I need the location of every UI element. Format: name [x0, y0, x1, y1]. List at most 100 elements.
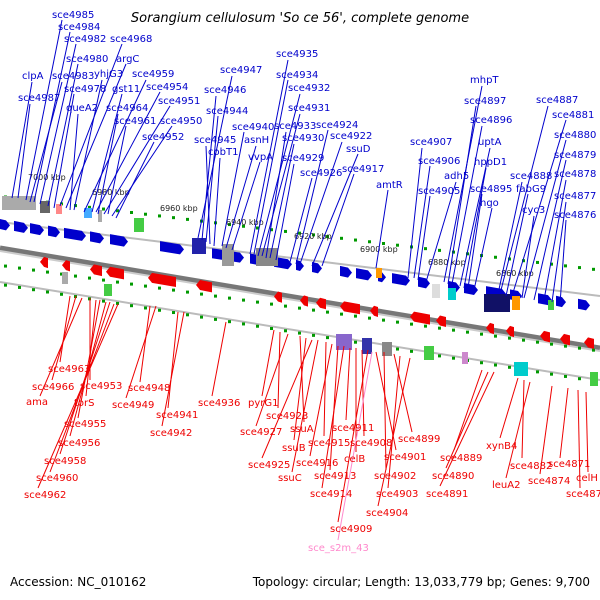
- gene-label[interactable]: sce4877: [554, 191, 596, 202]
- gene-label[interactable]: sce4931: [288, 103, 330, 114]
- gene-label[interactable]: sce4870: [566, 489, 600, 500]
- gene-label[interactable]: sce4888: [510, 171, 552, 182]
- gene-label[interactable]: sce4929: [282, 153, 324, 164]
- gene-label[interactable]: sce4904: [366, 508, 408, 519]
- rna-label[interactable]: sce_s2m_43: [308, 543, 369, 554]
- gene-label[interactable]: yhjG3: [94, 69, 123, 80]
- gene-label[interactable]: sce4911: [332, 423, 374, 434]
- gene-label[interactable]: sce4982: [64, 34, 106, 45]
- gene-label[interactable]: sce4949: [112, 400, 154, 411]
- gene-label[interactable]: sce4935: [276, 49, 318, 60]
- gene-label[interactable]: sce4903: [376, 489, 418, 500]
- gene-label[interactable]: sce4941: [156, 410, 198, 421]
- gene-label[interactable]: sce4871: [548, 459, 590, 470]
- gene-label[interactable]: amtR: [376, 180, 403, 191]
- gene-label[interactable]: sce4899: [398, 434, 440, 445]
- gene-label[interactable]: hppD1: [474, 157, 507, 168]
- gene-label[interactable]: sce4954: [146, 82, 188, 93]
- gene-label[interactable]: sce4926: [300, 168, 342, 179]
- gene-label[interactable]: ssuA: [290, 424, 314, 435]
- gene-label[interactable]: argC: [116, 54, 139, 65]
- gene-label[interactable]: ssuC: [278, 473, 302, 484]
- gene-label[interactable]: sce4930: [282, 133, 324, 144]
- gene-label[interactable]: sce4880: [554, 130, 596, 141]
- gene-label[interactable]: sce4907: [410, 137, 452, 148]
- gene-label[interactable]: adh5: [444, 171, 469, 182]
- gene-label[interactable]: pyrG1: [248, 398, 279, 409]
- gene-label[interactable]: hgo: [480, 198, 499, 209]
- gene-label[interactable]: sce4916: [296, 458, 338, 469]
- gene-label[interactable]: sce4962: [24, 490, 66, 501]
- gene-label[interactable]: sce4908: [350, 438, 392, 449]
- gene-label[interactable]: sce4887: [536, 95, 578, 106]
- gene-label[interactable]: sce4956: [58, 438, 100, 449]
- gene-label[interactable]: ssuD: [346, 144, 371, 155]
- gene-label[interactable]: celB: [344, 454, 365, 465]
- gene-label[interactable]: sce4944: [206, 106, 248, 117]
- gene-label[interactable]: clpA: [22, 71, 44, 82]
- gene-label[interactable]: leuA2: [492, 480, 520, 491]
- gene-label[interactable]: sce4946: [204, 85, 246, 96]
- gene-label[interactable]: cyc3: [522, 205, 545, 216]
- gene-label[interactable]: sce4925: [248, 460, 290, 471]
- gene-label[interactable]: sce4896: [470, 115, 512, 126]
- gene-label[interactable]: celH: [576, 473, 598, 484]
- gene-label[interactable]: sce4906: [418, 156, 460, 167]
- gene-label[interactable]: ssuB: [282, 443, 306, 454]
- gene-label[interactable]: sce4927: [240, 427, 282, 438]
- gene-label[interactable]: sce4936: [198, 398, 240, 409]
- gene-label[interactable]: sce4882: [510, 461, 552, 472]
- gene-label[interactable]: sce4966: [32, 382, 74, 393]
- gene-label[interactable]: sce4913: [314, 471, 356, 482]
- gene-label[interactable]: uptA: [478, 137, 502, 148]
- gene-label[interactable]: sce4953: [80, 381, 122, 392]
- gene-label[interactable]: sce4902: [374, 471, 416, 482]
- gene-label[interactable]: sce4934: [276, 70, 318, 81]
- gene-label[interactable]: sce4960: [36, 473, 78, 484]
- gene-label[interactable]: queA2: [66, 103, 98, 114]
- gene-label[interactable]: sce4959: [132, 69, 174, 80]
- gene-label[interactable]: sce4987: [18, 93, 60, 104]
- gene-label[interactable]: mhpT: [470, 75, 499, 86]
- gene-label[interactable]: sce4932: [288, 83, 330, 94]
- gene-label[interactable]: sce4947: [220, 65, 262, 76]
- gene-label[interactable]: cobT1: [208, 147, 238, 158]
- gene-label[interactable]: sce4905: [418, 186, 460, 197]
- gene-label[interactable]: sce4924: [316, 120, 358, 131]
- gene-label[interactable]: sce4978: [64, 84, 106, 95]
- gene-label[interactable]: sce4889: [440, 453, 482, 464]
- gene-label[interactable]: sce4897: [464, 96, 506, 107]
- gene-label[interactable]: sce4922: [330, 131, 372, 142]
- gene-label[interactable]: vvpA: [248, 152, 273, 163]
- gene-label[interactable]: sce4933: [274, 121, 316, 132]
- gene-label[interactable]: sce4923: [266, 411, 308, 422]
- gene-label[interactable]: sce4950: [160, 116, 202, 127]
- gene-label[interactable]: sce4914: [310, 489, 352, 500]
- gene-label[interactable]: asnH: [244, 135, 269, 146]
- gene-label[interactable]: sce4951: [158, 96, 200, 107]
- gene-label[interactable]: sce4945: [194, 135, 236, 146]
- gene-label[interactable]: xynB4: [486, 441, 517, 452]
- gene-label[interactable]: sce4874: [528, 476, 570, 487]
- gene-label[interactable]: sce4891: [426, 489, 468, 500]
- gene-label[interactable]: sce4948: [128, 383, 170, 394]
- gene-label[interactable]: sce4984: [58, 22, 100, 33]
- gene-label[interactable]: sce4942: [150, 428, 192, 439]
- gene-label[interactable]: sce4952: [142, 132, 184, 143]
- gene-label[interactable]: sce4876: [554, 210, 596, 221]
- gene-label[interactable]: gst11: [112, 84, 140, 95]
- gene-label[interactable]: sce4915: [308, 438, 350, 449]
- gene-label[interactable]: sce4890: [432, 471, 474, 482]
- gene-label[interactable]: sce4901: [384, 452, 426, 463]
- gene-label[interactable]: sce4958: [44, 456, 86, 467]
- gene-label[interactable]: sce4881: [552, 110, 594, 121]
- gene-label[interactable]: sce4980: [66, 54, 108, 65]
- gene-label[interactable]: sce4961: [114, 116, 156, 127]
- gene-label[interactable]: sce4879: [554, 150, 596, 161]
- gene-label[interactable]: sce4909: [330, 524, 372, 535]
- gene-label[interactable]: sce4955: [64, 419, 106, 430]
- gene-label[interactable]: fabG9: [516, 184, 546, 195]
- gene-label[interactable]: sce4968: [110, 34, 152, 45]
- gene-label[interactable]: sce4917: [342, 164, 384, 175]
- gene-label[interactable]: sce4983: [52, 71, 94, 82]
